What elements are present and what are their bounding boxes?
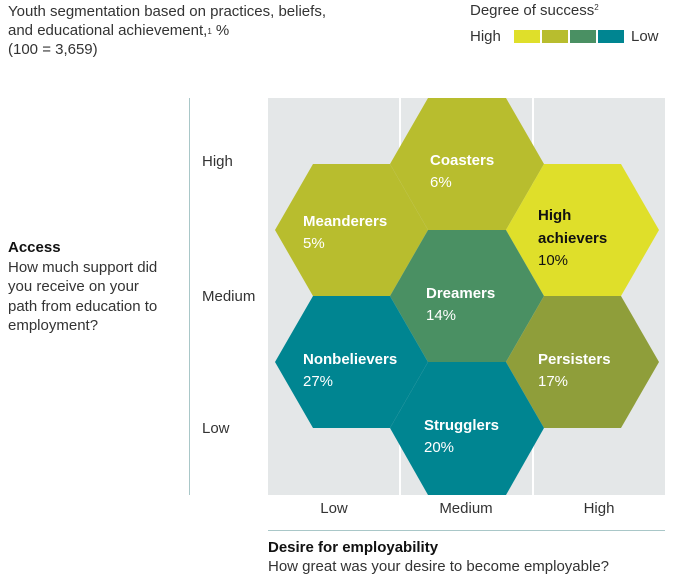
hex-strugglers: Strugglers 20% xyxy=(390,362,544,495)
hex-meanderers-label: Meanderers xyxy=(303,213,387,230)
hex-coasters: Coasters 6% xyxy=(390,98,544,230)
subtitle-line-1: Youth segmentation based on practices, b… xyxy=(8,3,326,20)
y-axis-line xyxy=(189,98,190,495)
hex-coasters-shape xyxy=(390,98,544,230)
x-tick-low: Low xyxy=(320,500,348,517)
y-tick-medium: Medium xyxy=(202,288,256,305)
hex-persisters: Persisters 17% xyxy=(506,296,659,428)
hex-persisters-value: 17% xyxy=(538,373,568,390)
y-axis-title-text: Access xyxy=(8,239,61,256)
hex-high-achievers-shape xyxy=(506,164,659,296)
x-axis-title-text: Desire for employability xyxy=(268,539,439,556)
hex-coasters-label: Coasters xyxy=(430,152,494,169)
legend-low-label: Low xyxy=(631,28,659,45)
legend-swatch-1 xyxy=(514,30,540,43)
legend-title-text: Degree of success xyxy=(470,2,595,19)
hex-persisters-label: Persisters xyxy=(538,351,611,368)
x-axis-question: How great was your desire to become empl… xyxy=(268,558,610,575)
hex-high-achievers-label-line1: High xyxy=(538,207,571,224)
hex-dreamers-value: 14% xyxy=(426,307,456,324)
hex-nonbelievers-label: Nonbelievers xyxy=(303,351,397,368)
segment-hexagons: Coasters 6% Meanderers 5% High achievers… xyxy=(275,98,659,495)
legend-swatch-2 xyxy=(542,30,568,43)
hex-nonbelievers-shape xyxy=(275,296,428,428)
hex-high-achievers: High achievers 10% xyxy=(506,164,659,296)
y-tick-high: High xyxy=(202,153,233,170)
x-axis-line xyxy=(268,530,665,531)
hex-coasters-value: 6% xyxy=(430,174,452,191)
subtitle-footnote: 1 xyxy=(207,27,212,36)
hex-nonbelievers: Nonbelievers 27% xyxy=(275,296,428,428)
hex-strugglers-value: 20% xyxy=(424,439,454,456)
hex-dreamers: Dreamers 14% xyxy=(390,230,544,362)
hex-nonbelievers-value: 27% xyxy=(303,373,333,390)
legend-swatches xyxy=(514,30,624,43)
legend-footnote: 2 xyxy=(594,3,599,12)
hex-meanderers-value: 5% xyxy=(303,235,325,252)
legend-high-label: High xyxy=(470,28,501,45)
x-axis-title: Desire for employability How great was y… xyxy=(268,538,609,576)
x-tick-high: High xyxy=(583,500,615,517)
chart-subtitle: Youth segmentation based on practices, b… xyxy=(8,2,326,59)
y-tick-low: Low xyxy=(202,420,230,437)
subtitle-line-3: (100 = 3,659) xyxy=(8,41,98,58)
hex-meanderers-shape xyxy=(275,164,428,296)
hex-strugglers-shape xyxy=(390,362,544,495)
y-axis-title: Access How much support did you receive … xyxy=(8,238,168,336)
hex-dreamers-shape xyxy=(390,230,544,362)
hex-strugglers-label: Strugglers xyxy=(424,417,499,434)
hex-meanderers: Meanderers 5% xyxy=(275,164,428,296)
legend-swatch-3 xyxy=(570,30,596,43)
subtitle-line-2-text: and educational achievement, xyxy=(8,22,208,39)
hex-high-achievers-value: 10% xyxy=(538,252,568,269)
legend-title: Degree of success2 xyxy=(470,2,599,19)
hex-dreamers-label: Dreamers xyxy=(426,285,495,302)
hex-persisters-shape xyxy=(506,296,659,428)
subtitle-unit: % xyxy=(211,22,230,39)
hex-high-achievers-label-line2: achievers xyxy=(538,230,607,247)
y-axis-question: How much support did you receive on your… xyxy=(8,258,158,335)
subtitle-line-2: and educational achievement,1 % xyxy=(8,21,326,40)
x-tick-medium: Medium xyxy=(439,500,493,517)
legend-swatch-4 xyxy=(598,30,624,43)
